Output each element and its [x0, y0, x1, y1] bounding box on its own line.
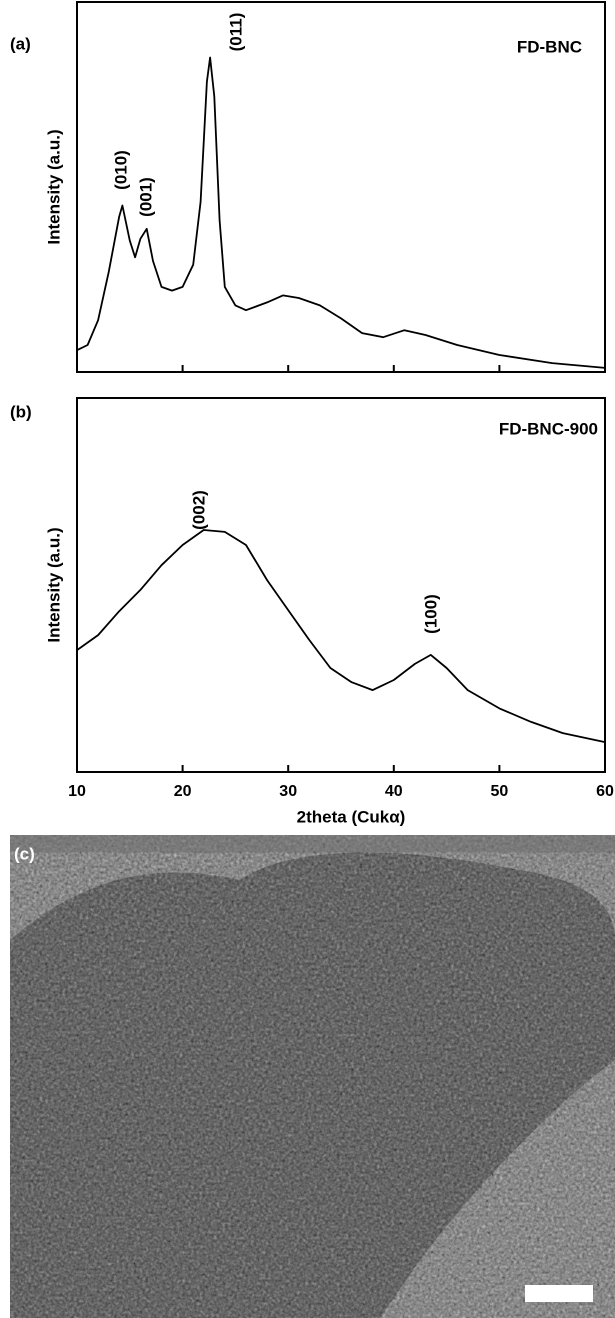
annotation: (100) [421, 594, 440, 634]
x-tick-label: 10 [68, 783, 86, 800]
annotation: (011) [226, 13, 245, 52]
panel-label: (b) [10, 402, 32, 421]
panel-label: (c) [14, 844, 35, 863]
annotation: FD-BNC-900 [499, 419, 598, 438]
annotation: (002) [189, 490, 208, 530]
panel-label: (a) [10, 34, 31, 53]
xrd-curve [76, 529, 606, 743]
scale-bar [525, 1285, 593, 1302]
x-tick-label: 20 [174, 783, 192, 800]
plot-frame [76, 397, 606, 773]
y-axis-label: Intensity (a.u.) [44, 129, 63, 244]
x-tick-label: 60 [596, 783, 614, 800]
annotation: (001) [136, 177, 155, 217]
plot-frame [76, 1, 606, 373]
x-tick-label: 30 [279, 783, 297, 800]
x-tick-label: 50 [491, 783, 509, 800]
annotation: FD-BNC [517, 37, 582, 56]
tem-image [10, 835, 615, 1318]
annotation: (010) [111, 150, 130, 190]
y-axis-label: Intensity (a.u.) [44, 527, 63, 642]
x-tick-label: 40 [385, 783, 403, 800]
xrd-curve [76, 56, 606, 369]
x-axis-label: 2theta (Cukα) [297, 807, 406, 826]
